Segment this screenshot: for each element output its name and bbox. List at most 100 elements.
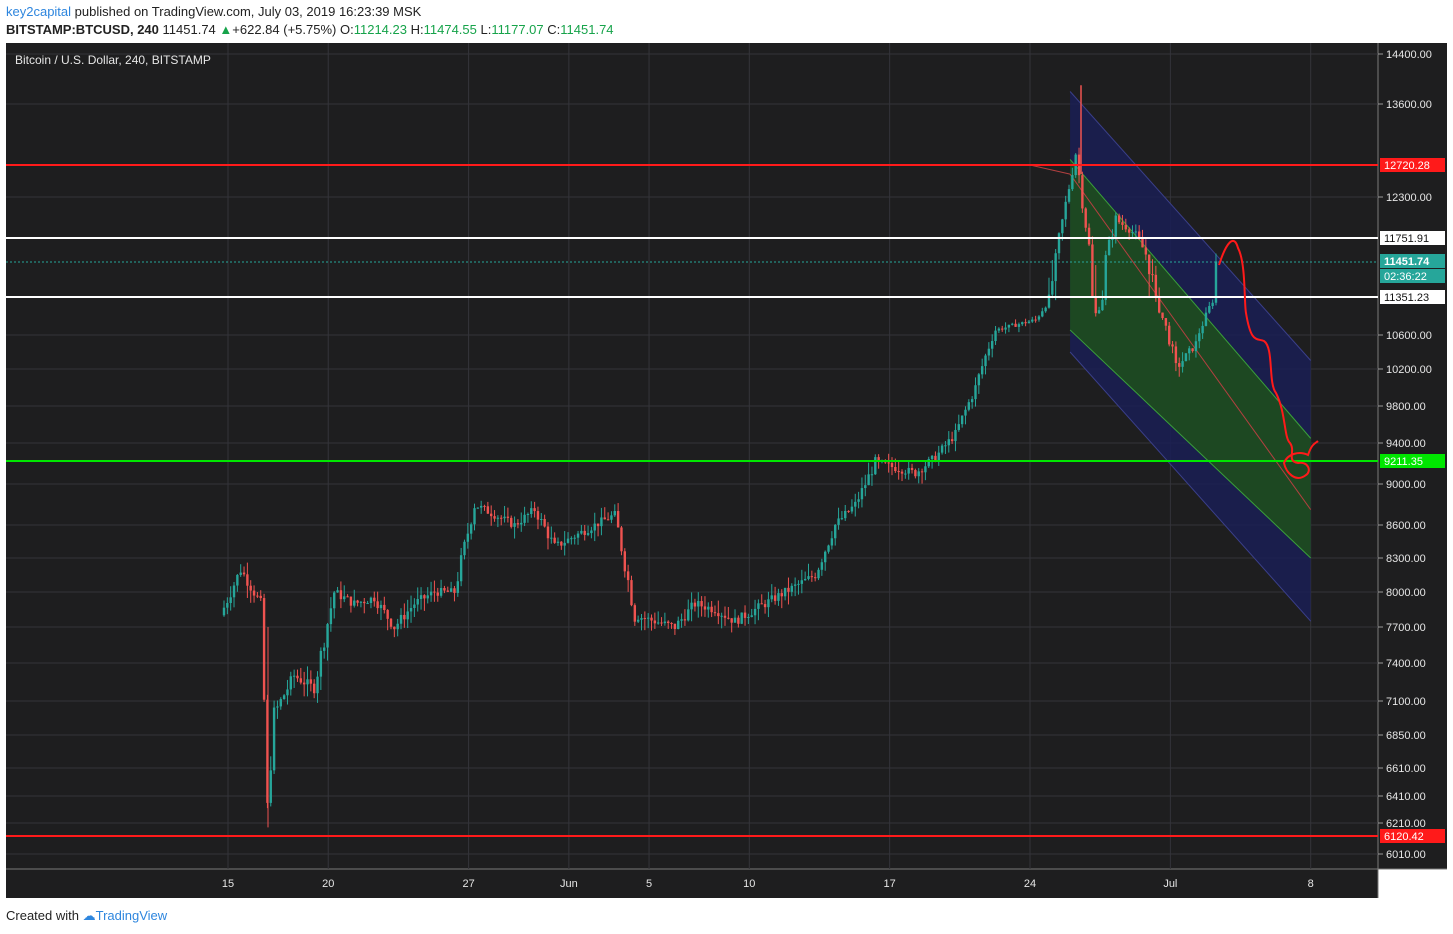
candle-body: [570, 538, 573, 540]
candle-body: [720, 615, 723, 617]
last-value: 11451.74: [162, 22, 216, 37]
level-price-label: 6120.42: [1384, 831, 1424, 843]
candle-body: [349, 596, 353, 606]
candle-body: [550, 537, 553, 539]
candle-body: [1101, 299, 1104, 311]
candle-body: [924, 466, 927, 473]
candle-body: [677, 620, 680, 629]
candle-body: [974, 385, 977, 400]
candle-body: [1087, 227, 1091, 245]
candle-body: [950, 439, 954, 442]
candle-body: [379, 604, 383, 609]
channel-midline-ext: [1029, 164, 1071, 175]
candle-body: [540, 519, 543, 521]
candle-body: [914, 470, 917, 477]
author-link[interactable]: key2capital: [6, 4, 72, 19]
footer: Created with ☁TradingView: [6, 908, 167, 924]
candle-body: [506, 516, 510, 518]
price-tick-label: 9000.00: [1386, 479, 1426, 491]
candle-body: [246, 574, 249, 586]
time-tick-label: Jun: [560, 878, 578, 890]
candle-body: [336, 590, 339, 593]
candle-body: [984, 355, 987, 367]
high-label: H:: [410, 22, 424, 37]
candle-body: [964, 409, 967, 416]
candle-body: [877, 457, 880, 461]
candle-body: [229, 597, 232, 604]
candle-body: [299, 678, 303, 683]
ohlc-line: BITSTAMP:BTCUSD, 240 11451.74 ▲+622.84 (…: [6, 22, 614, 37]
candle-body: [1094, 296, 1097, 314]
candle-body: [960, 415, 964, 425]
chart-header: key2capital published on TradingView.com…: [0, 0, 1453, 42]
forecast-drawing: [1218, 239, 1319, 479]
candle-body: [800, 580, 804, 584]
open-value: 11214.23: [353, 22, 407, 37]
time-tick-label: 8: [1308, 878, 1314, 890]
candle-body: [753, 608, 757, 616]
price-tick-label: 13600.00: [1386, 99, 1432, 111]
tradingview-brand[interactable]: TradingView: [95, 908, 168, 923]
low-label: L:: [480, 22, 492, 37]
candle-body: [1204, 312, 1208, 326]
level-price-label: 11351.23: [1384, 292, 1429, 304]
candle-body: [249, 585, 252, 591]
candle-body: [747, 616, 750, 618]
candle-body: [333, 592, 336, 609]
price-tick-label: 12300.00: [1386, 192, 1432, 204]
candle-body: [429, 591, 433, 596]
countdown-label: 02:36:22: [1384, 271, 1427, 283]
candle-body: [363, 601, 366, 604]
candle-body: [1191, 348, 1194, 352]
candle-body: [840, 518, 844, 520]
price-tick-label: 6610.00: [1386, 763, 1426, 775]
candle-body: [970, 399, 974, 403]
time-tick-label: 17: [884, 878, 896, 890]
candle-body: [272, 707, 276, 771]
candle-body: [359, 601, 363, 603]
candle-body: [449, 588, 453, 592]
price-tick-label: 7700.00: [1386, 622, 1426, 634]
candle-body: [874, 457, 877, 475]
candle-body: [1021, 322, 1024, 325]
level-price-tag: [1380, 158, 1445, 172]
candle-body: [980, 366, 984, 375]
candle-body: [653, 620, 657, 624]
last-price-label: 11451.74: [1384, 256, 1430, 268]
candle-body: [236, 574, 239, 586]
price-tick-label: 10600.00: [1386, 330, 1432, 342]
candle-body: [326, 624, 329, 648]
candle-body: [830, 538, 834, 546]
candle-body: [697, 601, 700, 607]
candle-body: [606, 519, 610, 521]
candle-body: [556, 541, 560, 543]
candle-body: [296, 675, 299, 679]
candle-body: [466, 533, 470, 542]
candle-body: [1034, 319, 1037, 321]
candle-body: [1127, 229, 1131, 233]
candle-body: [991, 341, 994, 349]
candle-body: [937, 452, 940, 461]
candle-body: [289, 676, 292, 690]
chart-area[interactable]: 14400.00 13600.00 12300.00 10600.00 10200.00…: [6, 43, 1447, 898]
candle-body: [1017, 324, 1021, 327]
candle-body: [1214, 261, 1218, 303]
candle-body: [546, 526, 550, 539]
candle-body: [1158, 295, 1161, 313]
candle-body: [520, 522, 523, 525]
candle-body: [1117, 215, 1121, 223]
candle-body: [1004, 327, 1007, 330]
publish-line: key2capital published on TradingView.com…: [6, 4, 421, 19]
candle-body: [433, 591, 436, 593]
candle-body: [633, 605, 637, 622]
time-tick-label: 15: [222, 878, 234, 890]
candle-body: [813, 577, 817, 579]
candle-body: [844, 510, 847, 519]
candle-body: [920, 471, 924, 473]
candle-body: [1091, 244, 1094, 297]
candle-body: [733, 617, 737, 623]
candle-body: [680, 619, 683, 621]
price-chart[interactable]: 14400.00 13600.00 12300.00 10600.00 10200.00…: [6, 43, 1447, 898]
candle-body: [977, 374, 981, 386]
candle-body: [536, 511, 540, 520]
